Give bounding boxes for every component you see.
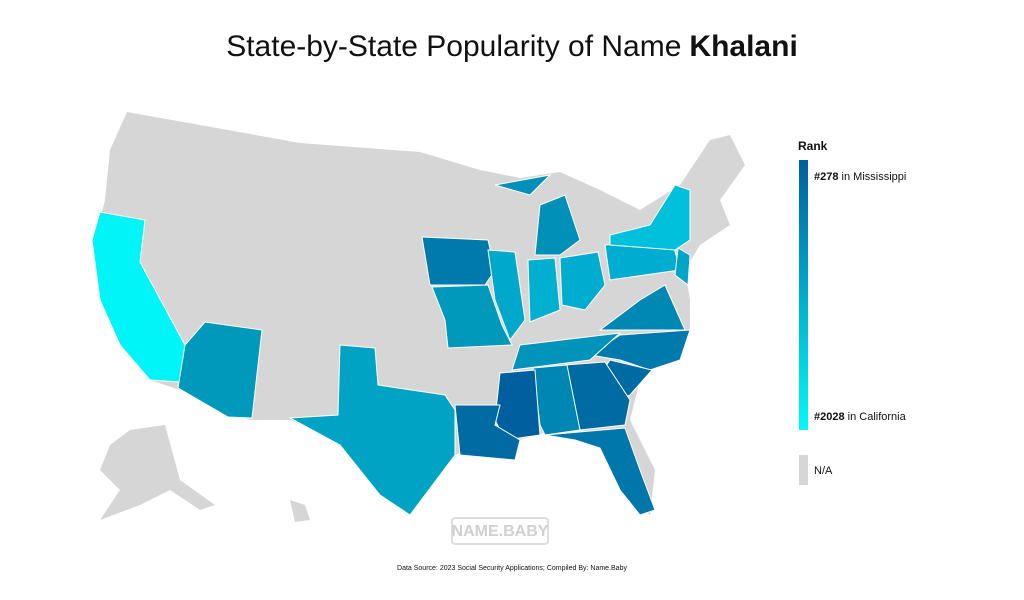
michigan-up xyxy=(494,174,552,196)
illinois xyxy=(487,249,526,342)
legend-low-rank: #2028 xyxy=(814,411,845,423)
new-jersey xyxy=(674,247,691,286)
missouri xyxy=(431,284,513,349)
hawaii xyxy=(290,500,310,522)
california xyxy=(91,211,186,383)
title-name: Khalani xyxy=(689,30,798,63)
arizona xyxy=(177,321,263,419)
legend-high-place: in Mississippi xyxy=(842,171,907,183)
watermark-box xyxy=(451,517,549,545)
legend-na-swatch xyxy=(799,455,808,485)
legend-low-place: in California xyxy=(848,411,907,423)
title-text: State-by-State Popularity of Name xyxy=(226,30,682,63)
legend-high-rank: #278 xyxy=(814,171,838,183)
iowa xyxy=(421,236,496,286)
michigan xyxy=(534,194,581,256)
title: State-by-State Popularity of Name Khalani xyxy=(0,30,1024,64)
legend-title: Rank xyxy=(798,139,828,153)
legend-na: N/A xyxy=(814,465,833,477)
new-york xyxy=(609,184,691,251)
louisiana xyxy=(454,404,521,461)
virginia xyxy=(598,284,686,331)
watermark: NAME.BABY xyxy=(452,523,549,540)
alaska xyxy=(100,425,215,520)
texas xyxy=(288,344,456,516)
source: Data Source: 2023 Social Security Applic… xyxy=(397,565,627,572)
florida xyxy=(544,427,656,516)
indiana xyxy=(527,257,561,323)
legend-gradient xyxy=(799,160,808,430)
tennessee xyxy=(511,332,622,371)
north-carolina xyxy=(588,329,691,371)
legend-high: #278 in Mississippi xyxy=(814,171,906,183)
ohio xyxy=(559,251,606,311)
legend-low: #2028 in California xyxy=(814,411,907,423)
states xyxy=(91,112,745,522)
